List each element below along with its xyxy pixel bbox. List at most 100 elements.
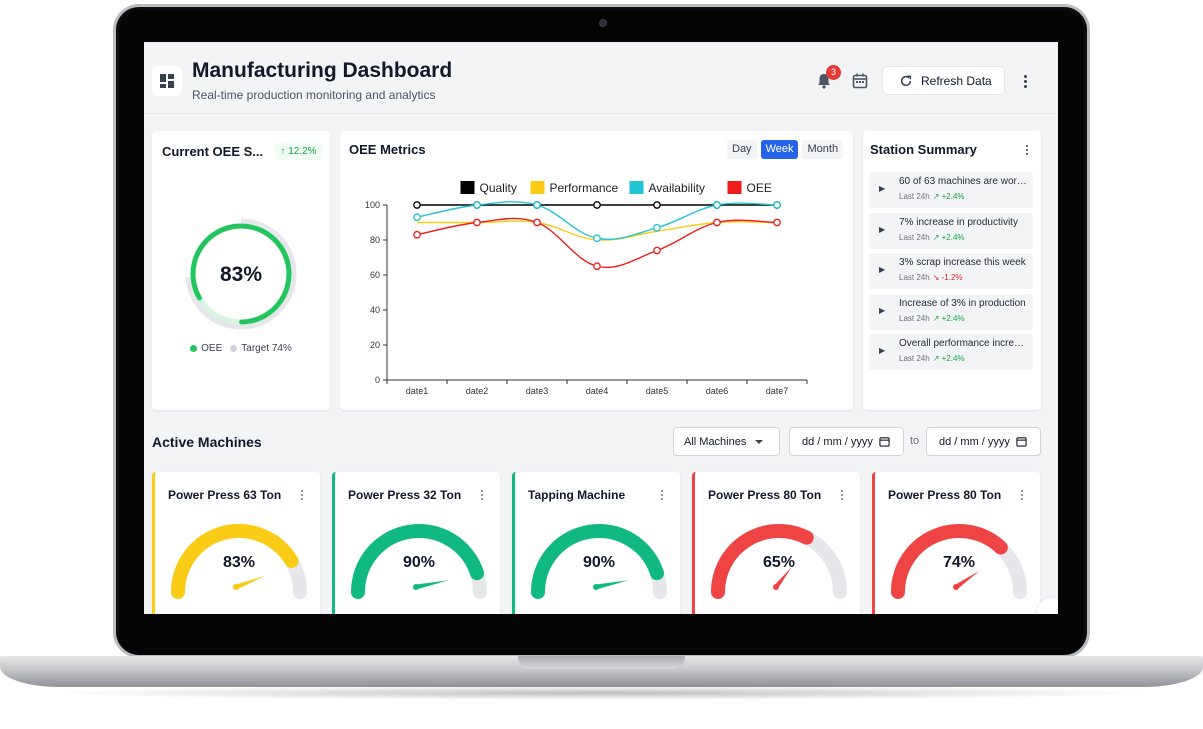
chevron-down-icon	[755, 439, 764, 444]
end-date-input[interactable]: dd / mm / yyyy	[926, 427, 1041, 456]
scroll-next-button[interactable]	[1037, 598, 1058, 614]
machine-card[interactable]: Tapping Machine 90%	[512, 472, 680, 614]
data-point	[473, 201, 481, 209]
dashboard-screen: Manufacturing Dashboard Real-time produc…	[144, 42, 1058, 614]
oee-card-title: Current OEE S...	[162, 144, 264, 159]
station-item-change: ↘ -1.2%	[932, 273, 963, 282]
notification-badge: 3	[826, 65, 841, 80]
x-tick-label: date3	[526, 386, 549, 396]
station-item-text: 7% increase in productivity	[899, 216, 1018, 228]
page-subtitle: Real-time production monitoring and anal…	[192, 88, 436, 102]
machine-gauge	[711, 524, 847, 599]
machine-oee-value: 90%	[582, 554, 616, 571]
machine-more-icon[interactable]	[839, 490, 845, 502]
date-range-separator: to	[910, 435, 920, 447]
calendar-icon	[879, 437, 890, 447]
start-date-placeholder: dd / mm / yyyy	[802, 435, 873, 448]
data-point	[713, 218, 721, 227]
x-tick-label: date4	[586, 386, 609, 396]
data-point	[593, 234, 601, 243]
machine-filter-select[interactable]: All Machines	[673, 427, 780, 456]
calendar-icon	[1016, 437, 1027, 447]
dashboard-icon[interactable]	[152, 66, 182, 96]
machine-card[interactable]: Power Press 32 Ton 90%	[332, 472, 500, 614]
oee-line-chart: 0 20 40 60 80 100 date1 date2 date3 date4 date5 dat…	[365, 181, 808, 396]
play-icon: ▶	[879, 346, 886, 355]
series-line	[416, 217, 778, 268]
play-icon: ▶	[879, 184, 886, 193]
more-options-icon[interactable]	[1018, 71, 1032, 91]
station-item-text: Increase of 3% in production	[899, 297, 1026, 309]
machine-more-icon[interactable]	[1019, 490, 1025, 502]
x-tick-label: date6	[706, 386, 729, 396]
station-item-change: ↗ +2.4%	[932, 313, 965, 323]
active-machines-title: Active Machines	[152, 434, 262, 450]
machine-more-icon[interactable]	[659, 490, 665, 502]
station-item-change: ↗ +2.4%	[932, 232, 965, 242]
y-tick-label: 80	[370, 235, 380, 245]
oee-legend-label: OEE	[201, 343, 223, 354]
data-point	[773, 218, 781, 227]
laptop-shadow	[40, 686, 1163, 700]
y-tick-label: 100	[365, 200, 380, 210]
station-summary-card: Station Summary ▶ 60 of 63 machines are w…	[863, 131, 1041, 410]
gauge-needle	[234, 575, 266, 590]
machine-oee-value: 90%	[402, 554, 436, 571]
data-point	[593, 262, 601, 271]
refresh-button[interactable]: Refresh Data	[882, 66, 1005, 95]
refresh-icon	[900, 74, 912, 86]
tab-month[interactable]: Month	[802, 140, 844, 159]
station-summary-item[interactable]: ▶ 3% scrap increase this week Last 24h ↘ -1…	[869, 253, 1033, 289]
station-item-meta: Last 24h ↗ +2.4%	[899, 314, 965, 323]
machine-gauge	[351, 524, 487, 599]
oee-value: 83%	[219, 263, 263, 286]
station-item-meta: Last 24h ↗ +2.4%	[899, 233, 965, 242]
station-summary-item[interactable]: ▶ 7% increase in productivity Last 24h ↗ +2…	[869, 212, 1033, 249]
machine-gauge	[171, 524, 307, 599]
play-icon: ▶	[879, 224, 886, 234]
station-summary-item[interactable]: ▶ Increase of 3% in production Last 24h ↗ +…	[869, 293, 1033, 330]
station-item-change: ↗ +2.4%	[932, 354, 965, 363]
oee-donut-chart	[185, 218, 297, 330]
data-point	[413, 213, 421, 222]
machine-more-icon[interactable]	[299, 490, 305, 502]
machine-card[interactable]: Power Press 80 Ton 65%	[692, 472, 860, 614]
oee-donut-value	[190, 223, 292, 325]
data-point	[473, 218, 481, 227]
y-tick-label: 20	[370, 340, 380, 350]
machine-card[interactable]: Power Press 63 Ton 83%	[152, 472, 320, 614]
machine-oee-value: 65%	[762, 554, 796, 571]
legend-swatch	[530, 181, 545, 194]
legend-swatch	[727, 181, 742, 194]
gauge-needle-hub	[953, 584, 959, 590]
header: Manufacturing Dashboard Real-time produc…	[144, 42, 1058, 114]
station-item-meta: Last 24h ↗ +2.4%	[899, 192, 965, 201]
target-legend-label: Target 74%	[241, 343, 292, 354]
tab-day[interactable]: Day	[727, 140, 757, 159]
gauge-needle-hub	[773, 584, 779, 590]
station-more-icon[interactable]	[1023, 143, 1031, 157]
data-point	[593, 201, 601, 209]
station-summary-item[interactable]: ▶ Overall performance increased Last 24h ↗ …	[869, 334, 1033, 370]
machine-filter-value: All Machines	[684, 435, 747, 448]
legend-swatch	[629, 181, 644, 194]
y-tick-label: 0	[375, 375, 380, 385]
play-icon: ▶	[879, 265, 886, 274]
gauge-needle-hub	[233, 584, 239, 590]
station-item-period: Last 24h	[899, 232, 930, 242]
station-summary-item[interactable]: ▶ 60 of 63 machines are working Last 24h ↗ …	[869, 172, 1033, 208]
webcam	[599, 19, 607, 27]
oee-metrics-card: OEE Metrics Day Week Month 0 20 40 60 80 100 dat…	[340, 131, 853, 410]
station-item-text: 3% scrap increase this week	[899, 257, 1026, 268]
y-tick-label: 40	[370, 305, 380, 315]
calendar-icon[interactable]	[850, 71, 870, 91]
start-date-input[interactable]: dd / mm / yyyy	[789, 427, 904, 456]
laptop-notch	[518, 656, 685, 669]
data-point	[533, 201, 541, 209]
machine-card[interactable]: Power Press 80 Ton 74%	[872, 472, 1040, 614]
gauge-value-arc	[351, 524, 485, 599]
machine-more-icon[interactable]	[479, 490, 485, 502]
legend-swatch	[460, 181, 475, 194]
station-summary-title: Station Summary	[870, 142, 977, 157]
tab-week[interactable]: Week	[760, 140, 799, 159]
